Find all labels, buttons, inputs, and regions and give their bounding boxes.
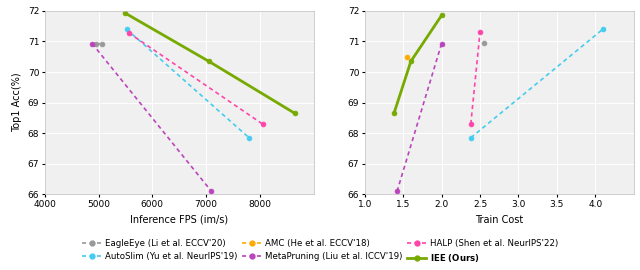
Legend: EagleEye (Li et al. ECCV'20), AutoSlim (Yu et al. NeurIPS'19), AMC (He et al. EC: EagleEye (Li et al. ECCV'20), AutoSlim (… <box>81 237 559 266</box>
X-axis label: Train Cost: Train Cost <box>475 214 524 225</box>
X-axis label: Inference FPS (im/s): Inference FPS (im/s) <box>130 214 228 225</box>
Y-axis label: Top1 Acc(%): Top1 Acc(%) <box>12 73 22 132</box>
